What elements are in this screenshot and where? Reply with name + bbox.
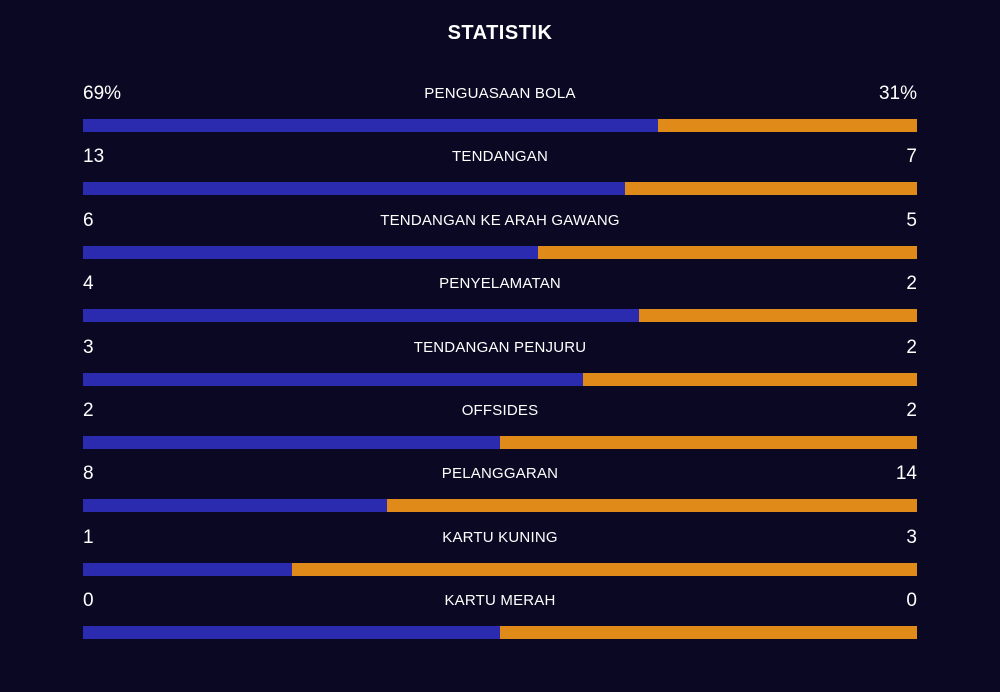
stat-row-red-cards: 0 KARTU MERAH 0 (83, 587, 917, 650)
comparison-bar (83, 182, 917, 196)
home-bar-fill (83, 245, 538, 259)
home-bar-fill (83, 499, 387, 513)
stat-label: TENDANGAN PENJURU (413, 338, 587, 356)
away-value: 3 (906, 526, 917, 548)
away-bar-fill (639, 309, 917, 323)
stat-label: OFFSIDES (461, 401, 539, 419)
home-bar-fill (83, 435, 500, 449)
stat-row-shots-on-target: 6 TENDANGAN KE ARAH GAWANG 5 (83, 207, 917, 270)
home-value: 0 (83, 590, 94, 612)
home-value: 8 (83, 463, 94, 485)
home-value: 3 (83, 336, 94, 358)
comparison-bar (83, 435, 917, 449)
comparison-bar (83, 245, 917, 259)
away-value: 2 (906, 273, 917, 295)
away-bar-fill (625, 182, 917, 196)
away-value: 14 (895, 463, 917, 485)
comparison-bar (83, 309, 917, 323)
home-bar-fill (83, 182, 626, 196)
away-bar-fill (583, 372, 917, 386)
stat-row-fouls: 8 PELANGGARAN 14 (83, 460, 917, 523)
comparison-bar (83, 562, 917, 576)
away-bar-fill (500, 435, 917, 449)
away-bar-fill (291, 562, 917, 576)
away-value: 5 (906, 209, 917, 231)
home-bar-fill (83, 119, 659, 132)
comparison-bar (83, 372, 917, 386)
away-value: 2 (906, 399, 917, 421)
stat-label: PELANGGARAN (441, 465, 559, 483)
away-value: 2 (906, 336, 917, 358)
stat-row-possession: 69% PENGUASAAN BOLA 31% (83, 80, 917, 143)
home-bar-fill (83, 372, 584, 386)
statistics-title: STATISTIK (447, 22, 553, 44)
home-value: 2 (83, 399, 94, 421)
home-value: 13 (83, 146, 105, 168)
away-bar-fill (658, 119, 917, 132)
home-bar-fill (83, 309, 640, 323)
stat-label: KARTU MERAH (444, 592, 556, 610)
home-bar-fill (83, 562, 292, 576)
statistics-list: 69% PENGUASAAN BOLA 31% 13 TENDANGAN 7 6… (83, 80, 917, 651)
stat-label: PENGUASAAN BOLA (424, 85, 576, 102)
stat-row-offsides: 2 OFFSIDES 2 (83, 397, 917, 460)
home-bar-fill (83, 626, 500, 640)
stat-label: KARTU KUNING (442, 528, 558, 546)
away-bar-fill (537, 245, 917, 259)
home-value: 4 (83, 273, 94, 295)
stat-row-corners: 3 TENDANGAN PENJURU 2 (83, 334, 917, 397)
away-value: 31% (878, 83, 917, 104)
comparison-bar (83, 119, 917, 132)
stat-label: TENDANGAN KE ARAH GAWANG (380, 211, 620, 229)
home-value: 1 (83, 526, 94, 548)
comparison-bar (83, 499, 917, 513)
away-value: 7 (906, 146, 917, 168)
home-value: 69% (83, 83, 122, 104)
stat-row-shots: 13 TENDANGAN 7 (83, 143, 917, 206)
stat-row-yellow-cards: 1 KARTU KUNING 3 (83, 524, 917, 587)
home-value: 6 (83, 209, 94, 231)
comparison-bar (83, 626, 917, 640)
away-value: 0 (906, 590, 917, 612)
away-bar-fill (500, 626, 917, 640)
stat-label: PENYELAMATAN (439, 275, 561, 293)
away-bar-fill (386, 499, 917, 513)
stat-label: TENDANGAN (452, 148, 548, 166)
stat-row-saves: 4 PENYELAMATAN 2 (83, 270, 917, 333)
